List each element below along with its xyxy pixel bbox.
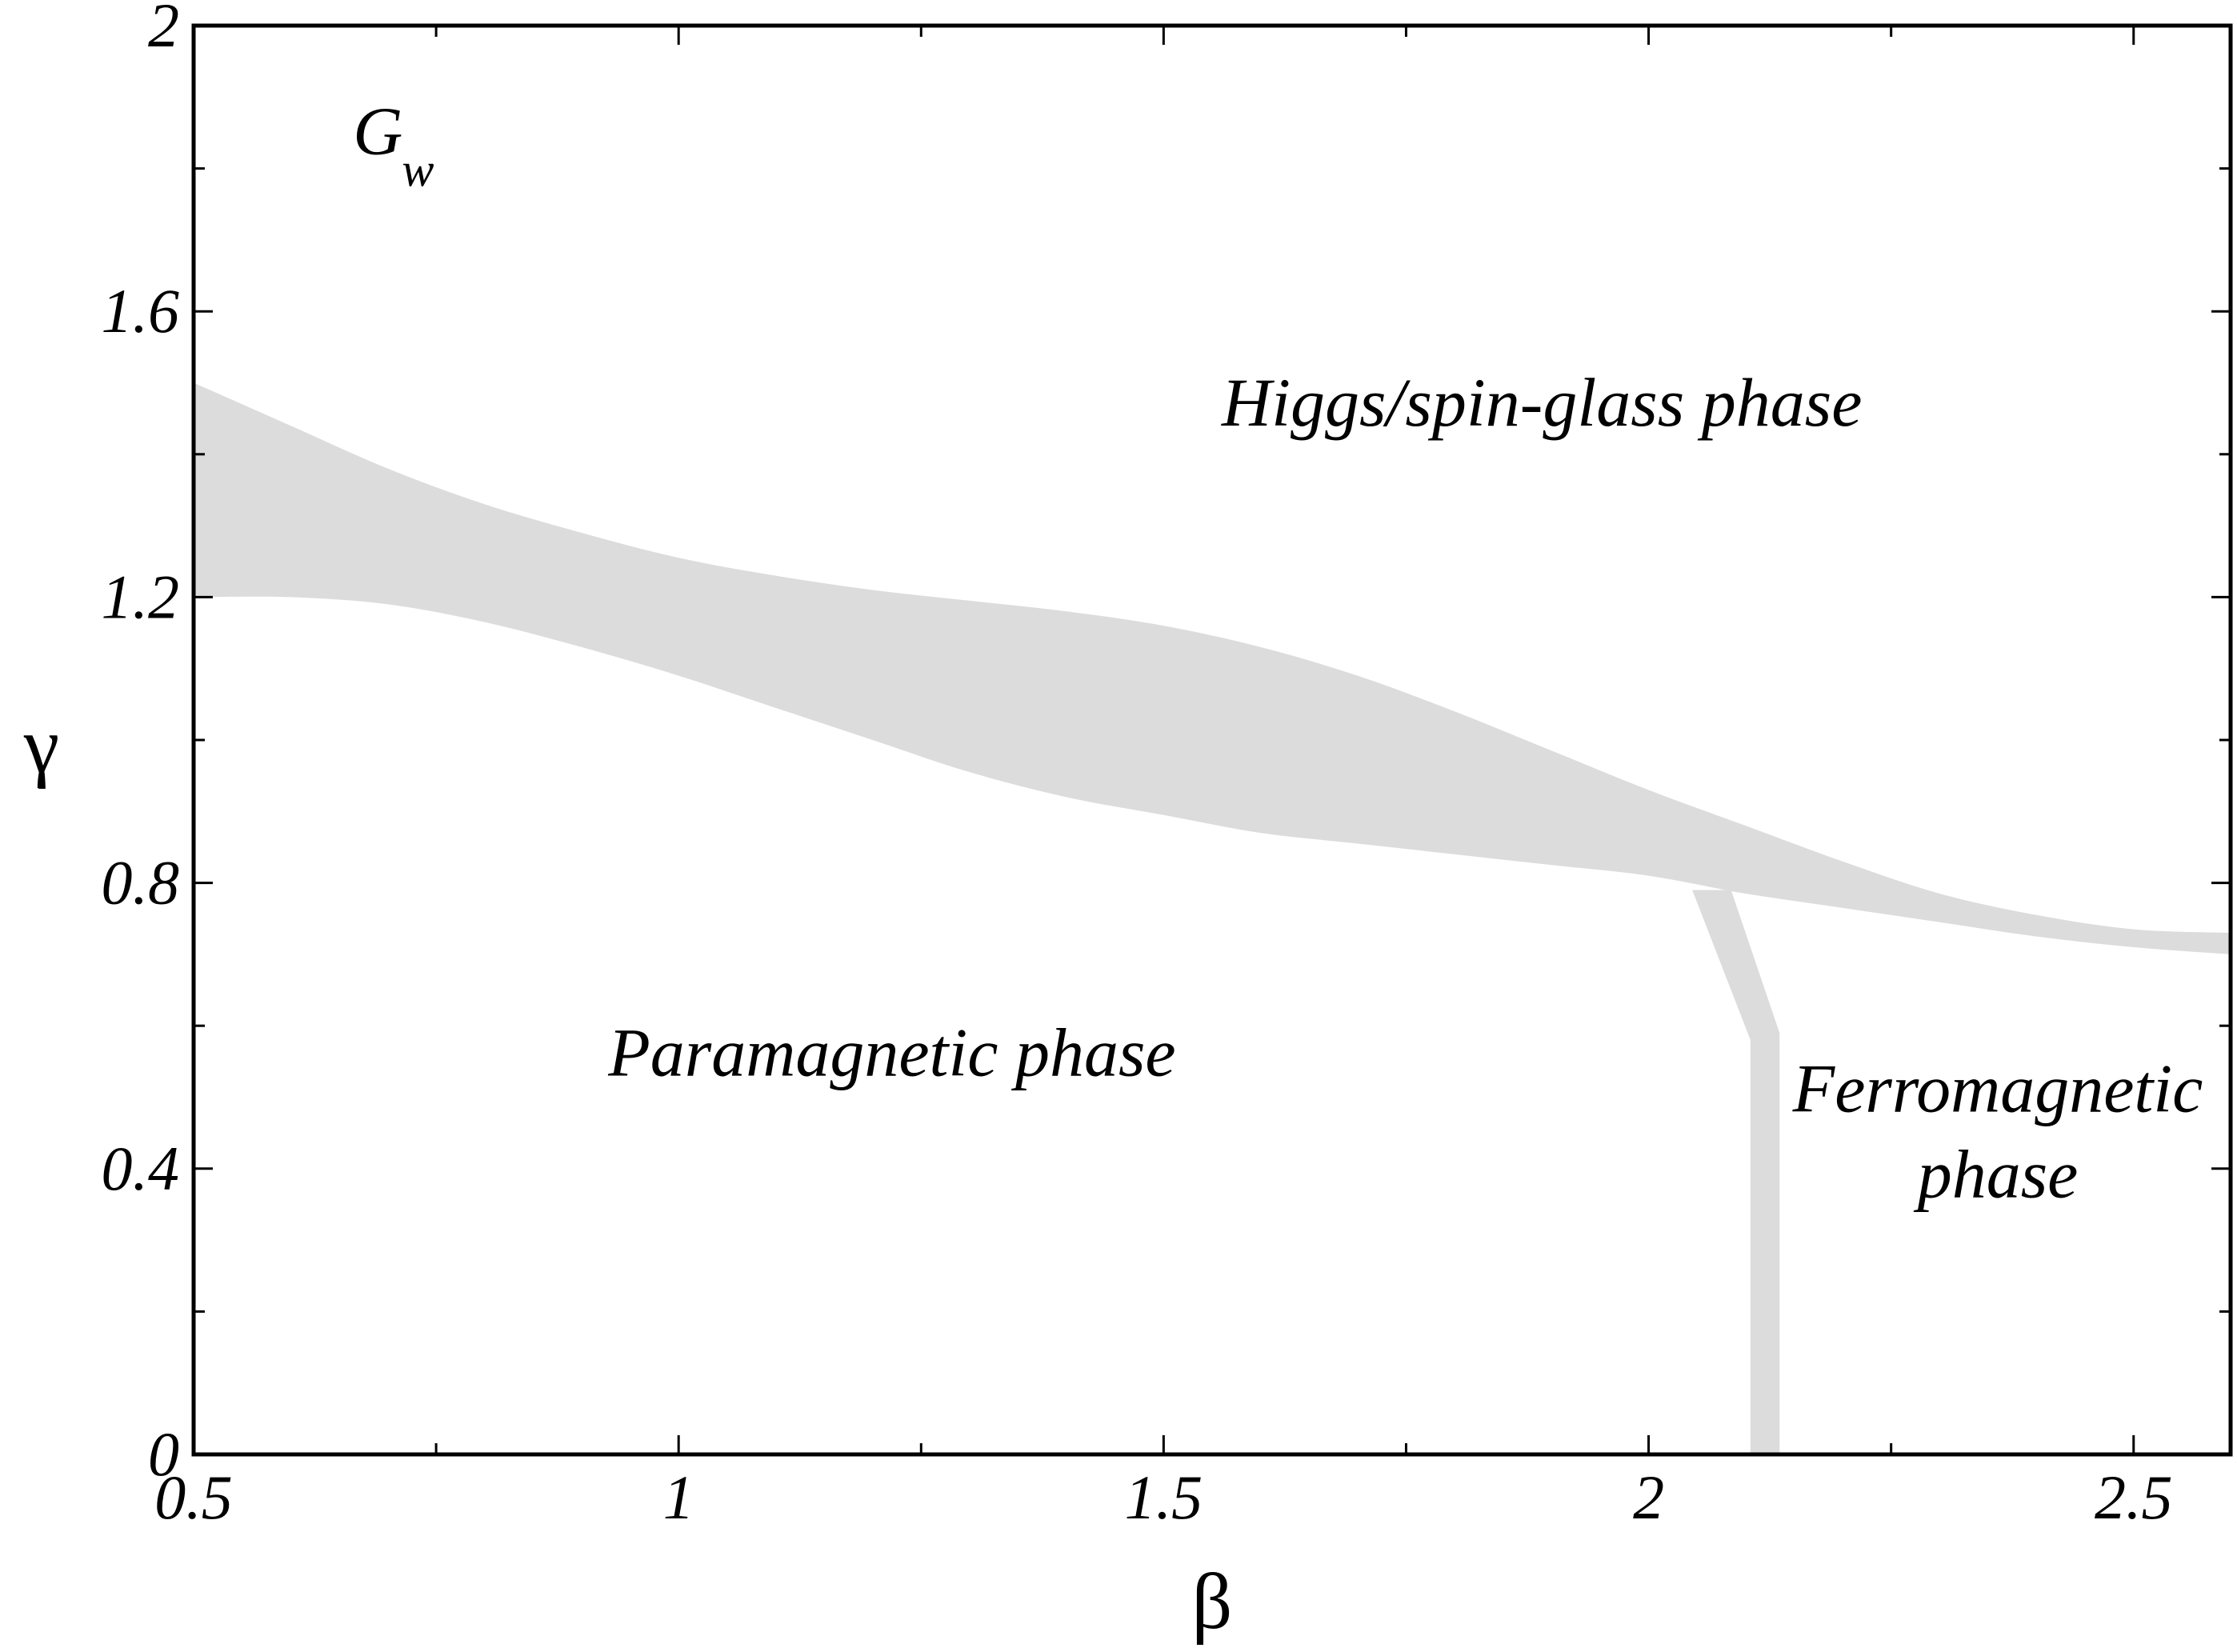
phase-annotations: Gw Higgs/spin-glass phase Paramagnetic pha… bbox=[353, 93, 2203, 1213]
phase-boundary-band-1 bbox=[194, 382, 2231, 954]
y-tick-label: 1.6 bbox=[102, 276, 180, 346]
axis-tick-labels: 0.5 1 1.5 2 2.5 0 0.4 0.8 1.2 1.6 2 bbox=[102, 0, 2173, 1532]
x-tick-label: 0.5 bbox=[154, 1462, 233, 1532]
annotation-2: Higgs/spin-glass phase bbox=[1221, 364, 1862, 441]
annotation-5: phase bbox=[1913, 1136, 2079, 1213]
y-tick-label: 0 bbox=[148, 1419, 179, 1489]
x-axis-label: β bbox=[1192, 1557, 1233, 1646]
annotation-subscript: w bbox=[402, 144, 434, 197]
annotation-4: Ferromagnetic bbox=[1792, 1050, 2203, 1126]
plot-frame bbox=[191, 23, 2233, 1457]
phase-boundary-bands bbox=[194, 382, 2231, 1454]
y-tick-label: 2 bbox=[148, 0, 179, 60]
x-tick-label: 1.5 bbox=[1125, 1462, 1203, 1532]
annotation-1: G bbox=[353, 93, 402, 170]
y-tick-label: 0.8 bbox=[102, 848, 180, 918]
y-axis-label: γ bbox=[23, 701, 59, 790]
x-tick-label: 2.5 bbox=[2095, 1462, 2173, 1532]
x-tick-label: 1 bbox=[663, 1462, 694, 1532]
y-tick-label: 0.4 bbox=[102, 1134, 180, 1203]
phase-boundary-band-2 bbox=[1692, 890, 1780, 1454]
y-tick-label: 1.2 bbox=[102, 562, 180, 631]
annotation-3: Paramagnetic phase bbox=[607, 1014, 1175, 1091]
x-tick-label: 2 bbox=[1633, 1462, 1664, 1532]
